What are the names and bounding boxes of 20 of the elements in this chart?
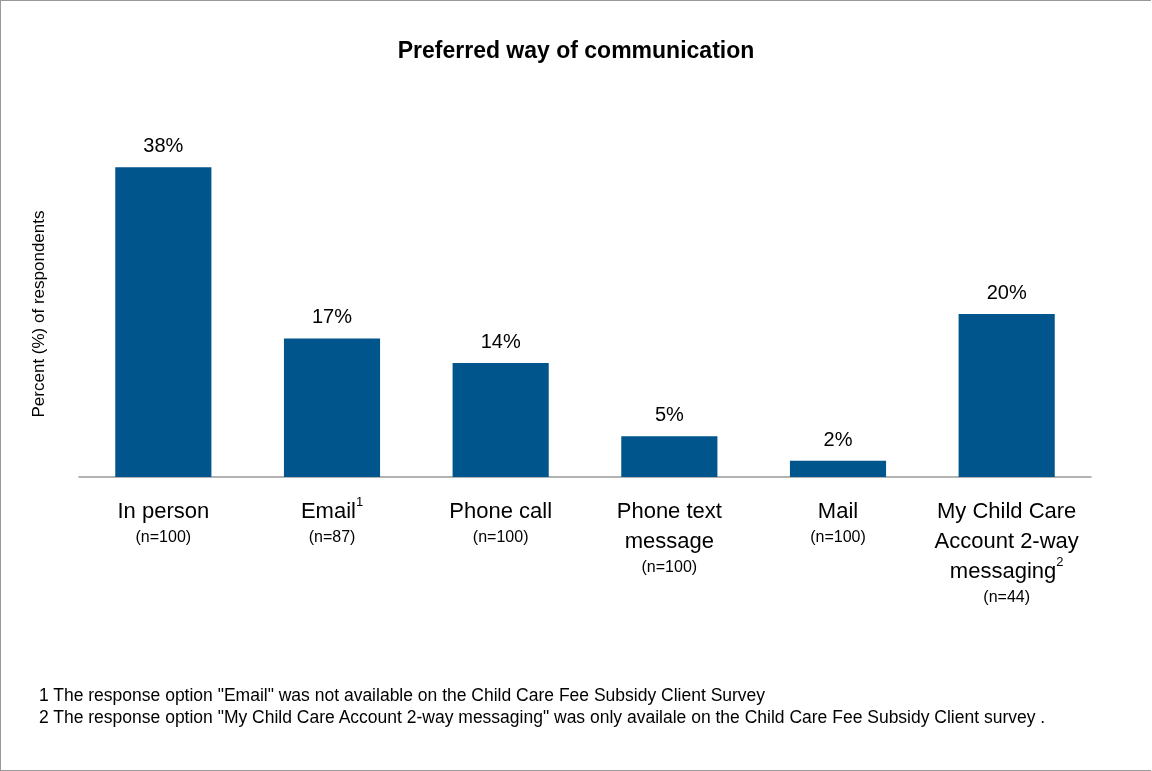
bar <box>621 436 718 477</box>
bar <box>958 314 1055 477</box>
data-label: 5% <box>654 403 684 426</box>
x-tick-label: In person (n=100) <box>117 497 210 545</box>
bar <box>452 362 549 477</box>
data-label: 14% <box>480 329 521 352</box>
bar <box>115 167 212 477</box>
y-axis-title: Percent (%) of respondents <box>29 210 48 418</box>
chart-title: Preferred way of communication <box>397 36 755 63</box>
text: 1 The response option "Email" was not available on the Child Care Fee Subsidy Client Survey <box>39 684 767 706</box>
x-tick-label: Mail (n=100) <box>810 497 866 545</box>
bar <box>789 460 887 477</box>
bar <box>283 338 381 477</box>
x-tick-label: Phone call (n=100) <box>449 497 553 545</box>
text: 2 The response option "My Child Care Account 2-way messaging" was only availale on the Child Care Fee Subsidy Client survey . <box>39 706 1047 728</box>
data-label: 17% <box>311 305 353 328</box>
data-label: 38% <box>143 134 184 157</box>
x-tick-label: Phone text message (n=100) <box>616 497 722 575</box>
data-label: 2% <box>823 427 853 450</box>
data-label: 20% <box>986 281 1027 303</box>
